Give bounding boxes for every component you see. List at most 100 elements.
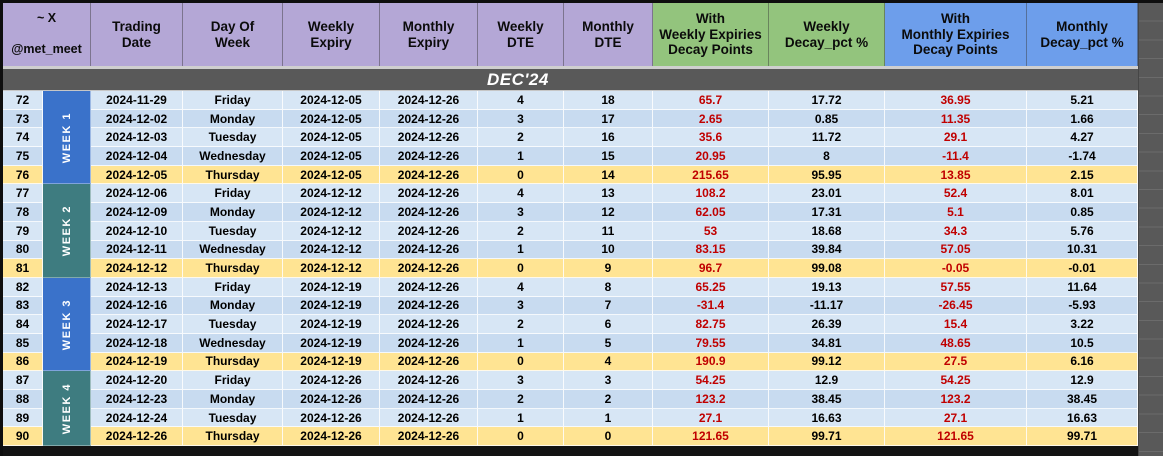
weekly-decay-points-cell[interactable]: -31.4 [653,296,769,316]
monthly-dte-cell[interactable]: 5 [564,333,653,353]
monthly-decay-pct-cell[interactable]: -5.93 [1027,296,1138,316]
row-number[interactable]: 77 [3,184,43,204]
monthly-decay-pct-cell[interactable]: 6.16 [1027,352,1138,372]
monthly-dte-cell[interactable]: 8 [564,277,653,297]
monthly-dte-cell[interactable]: 1 [564,408,653,428]
trading-date-cell[interactable]: 2024-12-11 [91,240,183,260]
row-number[interactable]: 85 [3,333,43,353]
day-of-week-cell[interactable]: Thursday [183,259,283,278]
column-header-monthly-dte[interactable]: Monthly DTE [564,3,653,66]
monthly-expiry-cell[interactable]: 2024-12-26 [380,147,478,166]
monthly-decay-pct-cell[interactable]: 99.71 [1027,427,1138,447]
weekly-decay-points-cell[interactable]: 27.1 [653,408,769,428]
weekly-decay-points-cell[interactable]: 54.25 [653,371,769,390]
trading-date-cell[interactable]: 2024-12-06 [91,184,183,204]
monthly-decay-pct-cell[interactable]: 5.21 [1027,91,1138,110]
monthly-dte-cell[interactable]: 4 [564,352,653,372]
weekly-expiry-cell[interactable]: 2024-12-05 [283,165,380,185]
monthly-expiry-cell[interactable]: 2024-12-26 [380,91,478,110]
monthly-dte-cell[interactable]: 11 [564,221,653,241]
row-number[interactable]: 74 [3,128,43,148]
weekly-dte-cell[interactable]: 2 [478,128,564,148]
day-of-week-cell[interactable]: Tuesday [183,315,283,334]
weekly-decay-pct-cell[interactable]: 17.31 [769,203,885,222]
monthly-dte-cell[interactable]: 9 [564,259,653,278]
trading-date-cell[interactable]: 2024-12-03 [91,128,183,148]
trading-date-cell[interactable]: 2024-12-17 [91,315,183,334]
weekly-decay-points-cell[interactable]: 65.25 [653,277,769,297]
weekly-decay-pct-cell[interactable]: 38.45 [769,390,885,409]
weekly-expiry-cell[interactable]: 2024-12-05 [283,91,380,110]
weekly-decay-pct-cell[interactable]: 34.81 [769,333,885,353]
weekly-decay-pct-cell[interactable]: 99.71 [769,427,885,447]
row-number[interactable]: 86 [3,352,43,372]
weekly-dte-cell[interactable]: 3 [478,109,564,129]
day-of-week-cell[interactable]: Friday [183,91,283,110]
monthly-decay-pct-cell[interactable]: 2.15 [1027,165,1138,185]
weekly-decay-pct-cell[interactable]: 11.72 [769,128,885,148]
weekly-dte-cell[interactable]: 3 [478,203,564,222]
monthly-expiry-cell[interactable]: 2024-12-26 [380,221,478,241]
weekly-dte-cell[interactable]: 2 [478,221,564,241]
column-header-weekly-decay-points[interactable]: With Weekly Expiries Decay Points [653,3,769,66]
weekly-decay-pct-cell[interactable]: -11.17 [769,296,885,316]
trading-date-cell[interactable]: 2024-11-29 [91,91,183,110]
month-section-band[interactable]: DEC'24 [3,66,1138,91]
weekly-dte-cell[interactable]: 0 [478,427,564,447]
column-header-trading-date[interactable]: Trading Date [91,3,183,66]
weekly-expiry-cell[interactable]: 2024-12-26 [283,408,380,428]
monthly-decay-pct-cell[interactable]: -0.01 [1027,259,1138,278]
monthly-dte-cell[interactable]: 12 [564,203,653,222]
monthly-decay-points-cell[interactable]: 27.1 [885,408,1027,428]
weekly-expiry-cell[interactable]: 2024-12-19 [283,352,380,372]
day-of-week-cell[interactable]: Friday [183,371,283,390]
weekly-expiry-cell[interactable]: 2024-12-19 [283,277,380,297]
weekly-decay-pct-cell[interactable]: 99.12 [769,352,885,372]
monthly-decay-points-cell[interactable]: -11.4 [885,147,1027,166]
monthly-dte-cell[interactable]: 10 [564,240,653,260]
weekly-expiry-cell[interactable]: 2024-12-05 [283,128,380,148]
row-number[interactable]: 76 [3,165,43,185]
monthly-expiry-cell[interactable]: 2024-12-26 [380,203,478,222]
column-header-day-of-week[interactable]: Day Of Week [183,3,283,66]
day-of-week-cell[interactable]: Monday [183,109,283,129]
day-of-week-cell[interactable]: Monday [183,390,283,409]
monthly-decay-pct-cell[interactable]: 1.66 [1027,109,1138,129]
monthly-expiry-cell[interactable]: 2024-12-26 [380,240,478,260]
row-number[interactable]: 87 [3,371,43,390]
weekly-decay-pct-cell[interactable]: 8 [769,147,885,166]
monthly-decay-points-cell[interactable]: 29.1 [885,128,1027,148]
weekly-dte-cell[interactable]: 1 [478,147,564,166]
weekly-decay-points-cell[interactable]: 96.7 [653,259,769,278]
trading-date-cell[interactable]: 2024-12-24 [91,408,183,428]
row-number[interactable]: 80 [3,240,43,260]
weekly-dte-cell[interactable]: 3 [478,296,564,316]
monthly-dte-cell[interactable]: 6 [564,315,653,334]
weekly-dte-cell[interactable]: 4 [478,277,564,297]
column-header-monthly-expiry[interactable]: Monthly Expiry [380,3,478,66]
monthly-decay-pct-cell[interactable]: 16.63 [1027,408,1138,428]
column-header-monthly-decay-pct[interactable]: Monthly Decay_pct % [1027,3,1138,66]
weekly-decay-pct-cell[interactable]: 19.13 [769,277,885,297]
monthly-decay-pct-cell[interactable]: 8.01 [1027,184,1138,204]
monthly-dte-cell[interactable]: 14 [564,165,653,185]
column-header-weekly-decay-pct[interactable]: Weekly Decay_pct % [769,3,885,66]
monthly-dte-cell[interactable]: 16 [564,128,653,148]
day-of-week-cell[interactable]: Wednesday [183,240,283,260]
monthly-decay-pct-cell[interactable]: 10.5 [1027,333,1138,353]
monthly-decay-points-cell[interactable]: 52.4 [885,184,1027,204]
weekly-dte-cell[interactable]: 4 [478,91,564,110]
monthly-expiry-cell[interactable]: 2024-12-26 [380,259,478,278]
monthly-decay-pct-cell[interactable]: -1.74 [1027,147,1138,166]
weekly-dte-cell[interactable]: 2 [478,390,564,409]
monthly-decay-points-cell[interactable]: 48.65 [885,333,1027,353]
trading-date-cell[interactable]: 2024-12-02 [91,109,183,129]
row-number[interactable]: 82 [3,277,43,297]
monthly-decay-pct-cell[interactable]: 38.45 [1027,390,1138,409]
monthly-decay-pct-cell[interactable]: 10.31 [1027,240,1138,260]
monthly-decay-pct-cell[interactable]: 5.76 [1027,221,1138,241]
monthly-dte-cell[interactable]: 7 [564,296,653,316]
day-of-week-cell[interactable]: Thursday [183,165,283,185]
weekly-dte-cell[interactable]: 1 [478,333,564,353]
weekly-dte-cell[interactable]: 0 [478,259,564,278]
